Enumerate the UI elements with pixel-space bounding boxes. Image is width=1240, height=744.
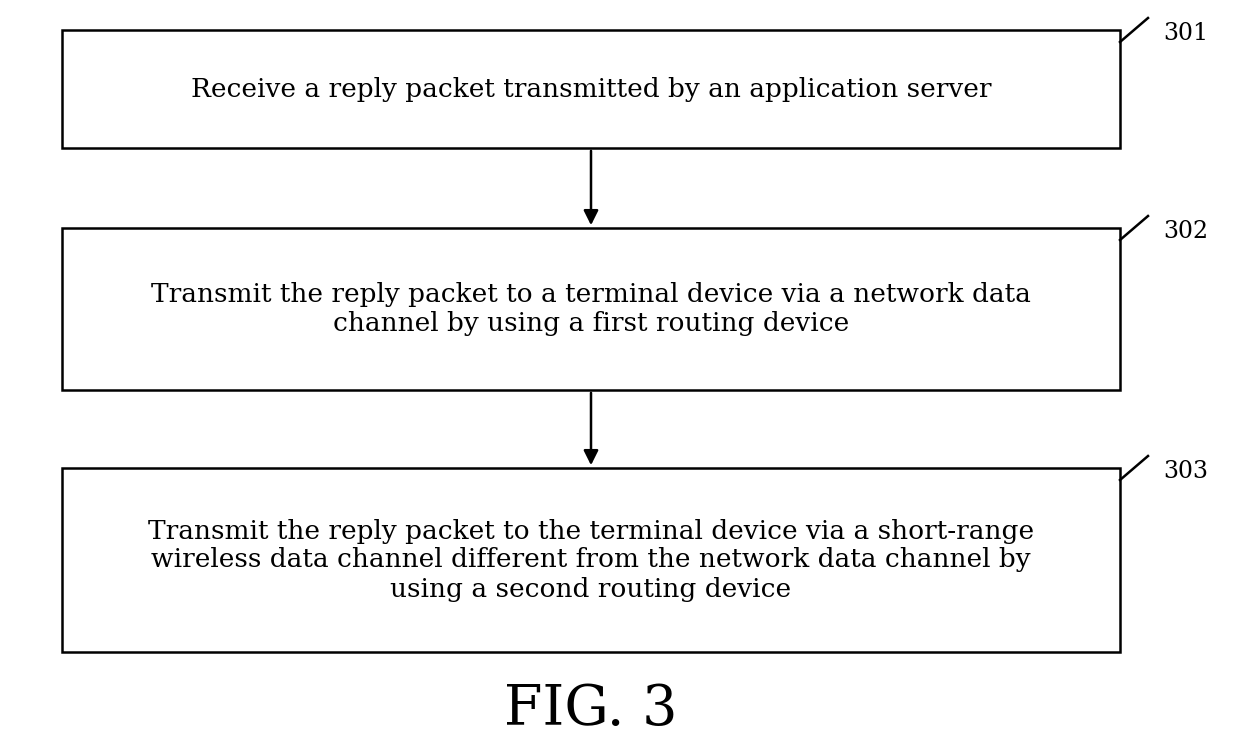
Text: FIG. 3: FIG. 3: [505, 683, 678, 737]
Bar: [62, 468, 1120, 652]
Bar: [62, 30, 1120, 148]
Text: Transmit the reply packet to the terminal device via a short-range
wireless data: Transmit the reply packet to the termina…: [148, 519, 1034, 601]
Text: 302: 302: [1163, 220, 1208, 243]
Text: Transmit the reply packet to a terminal device via a network data
channel by usi: Transmit the reply packet to a terminal …: [151, 282, 1030, 336]
Text: Receive a reply packet transmitted by an application server: Receive a reply packet transmitted by an…: [191, 77, 991, 101]
Text: 301: 301: [1163, 22, 1208, 45]
Bar: [62, 228, 1120, 390]
Text: 303: 303: [1163, 460, 1208, 483]
